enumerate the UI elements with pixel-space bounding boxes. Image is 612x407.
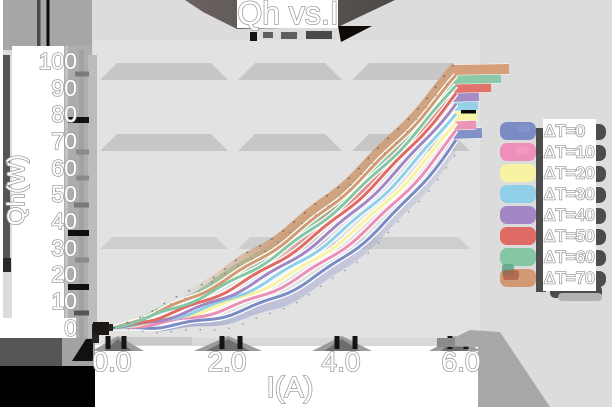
- svg-text:0.0: 0.0: [93, 346, 132, 377]
- svg-text:ΔT=50: ΔT=50: [544, 227, 595, 246]
- svg-text:ΔT=70: ΔT=70: [544, 269, 595, 288]
- svg-text:Qh(W): Qh(W): [3, 155, 30, 226]
- svg-text:ΔT=20: ΔT=20: [544, 164, 595, 183]
- svg-text:20: 20: [51, 261, 77, 287]
- svg-text:ΔT=0: ΔT=0: [544, 122, 585, 141]
- svg-text:40: 40: [51, 208, 77, 234]
- svg-text:Qh vs.I: Qh vs.I: [237, 0, 338, 31]
- svg-text:50: 50: [51, 181, 77, 207]
- svg-text:80: 80: [51, 101, 77, 127]
- svg-text:I(A): I(A): [267, 372, 314, 404]
- svg-text:60: 60: [51, 155, 77, 181]
- svg-text:2.0: 2.0: [208, 346, 247, 377]
- svg-text:ΔT=10: ΔT=10: [544, 143, 595, 162]
- svg-text:ΔT=40: ΔT=40: [544, 206, 595, 225]
- svg-text:ΔT=30: ΔT=30: [544, 185, 595, 204]
- svg-text:70: 70: [51, 128, 77, 154]
- svg-text:90: 90: [51, 75, 77, 101]
- svg-text:0: 0: [64, 315, 77, 341]
- svg-text:100: 100: [39, 48, 77, 74]
- svg-text:4.0: 4.0: [322, 346, 361, 377]
- svg-text:6.0: 6.0: [442, 346, 481, 377]
- svg-text:ΔT=60: ΔT=60: [544, 248, 595, 267]
- svg-text:10: 10: [51, 288, 77, 314]
- svg-text:30: 30: [51, 235, 77, 261]
